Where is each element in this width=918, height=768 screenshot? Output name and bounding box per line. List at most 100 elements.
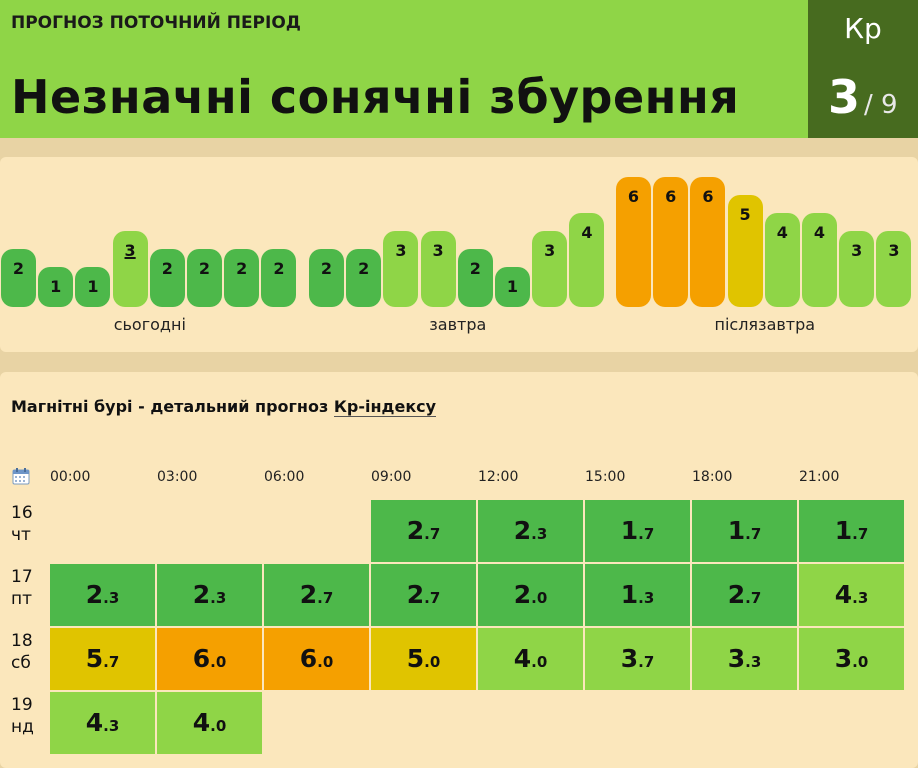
kp-bar: 2 [224,249,260,307]
kp-forecast-table: Магнітні бурі - детальний прогноз Кр-інд… [0,372,918,768]
row-day: 17 [11,567,33,587]
kp-cell-fraction: .3 [852,589,869,607]
kp-cell: 3.0 [799,628,904,690]
kp-bar-value: 3 [395,241,407,260]
kp-cell-integer: 1 [727,516,746,545]
forecast-title-text: Магнітні бурі - детальний прогноз [11,397,334,416]
kp-bar-value: 1 [50,277,62,296]
kp-cell: 2.3 [157,564,262,626]
kp-cell-integer: 5 [85,644,104,673]
kp-cell: 4.3 [799,564,904,626]
kp-cell-fraction: .7 [317,589,334,607]
page-title: Незначні сонячні збурення [11,70,740,124]
kp-bars-panel: 2 1 1 3 2 2 2 2 сьогодні 2 2 3 3 2 1 3 4 завтра 6 6 6 5 4 4 3 3 пі… [0,157,918,352]
kp-bar-value: 4 [776,223,788,242]
kp-bar: 2 [149,249,185,307]
forecast-header: ПРОГНОЗ ПОТОЧНИЙ ПЕРІОД Незначні сонячні… [0,0,808,138]
time-header: 06:00 [264,469,305,485]
kp-cell-integer: 2 [513,516,532,545]
kp-cell-fraction: .3 [638,589,655,607]
kp-bar-value: 5 [739,205,751,224]
kp-cell-fraction: .3 [103,589,120,607]
kp-cell-fraction: .0 [531,589,548,607]
kp-cell-integer: 3 [834,644,853,673]
kp-bar: 2 [1,249,36,307]
kp-bar: 3 [839,231,875,307]
kp-cell-integer: 4 [85,708,104,737]
kp-bar: 5 [727,195,763,307]
kp-cell-integer: 4 [513,644,532,673]
time-header: 12:00 [478,469,519,485]
kp-cell-integer: 2 [727,580,746,609]
kp-cell: 4.0 [157,692,262,754]
time-header: 03:00 [157,469,198,485]
time-header: 21:00 [799,469,840,485]
kp-bar: 6 [690,177,726,307]
kp-cell: 6.0 [264,628,369,690]
kp-cell-integer: 2 [299,580,318,609]
kp-cell: 5.7 [50,628,155,690]
kp-bar: 2 [187,249,222,307]
kp-bar-value: 2 [161,259,173,278]
kp-cell-fraction: .7 [638,653,655,671]
kp-cell: 4.3 [50,692,155,754]
row-weekday: нд [11,717,34,737]
forecast-title: Магнітні бурі - детальний прогноз Кр-інд… [11,397,437,417]
kp-bar: 4 [764,213,800,307]
kp-bar-value: 2 [320,259,333,278]
kp-cell-integer: 1 [620,580,639,609]
kp-cell: 2.0 [478,564,583,626]
kp-bar: 2 [457,249,493,307]
row-weekday: пт [11,589,33,609]
kp-cell-fraction: .7 [745,525,762,543]
kp-bar-value: 1 [87,277,99,296]
kp-bar: 6 [653,177,689,307]
kp-cell: 1.7 [799,500,904,562]
kp-cell-fraction: .3 [531,525,548,543]
kp-cell-integer: 1 [620,516,639,545]
kp-bar: 4 [802,213,837,307]
kp-cell-integer: 2 [85,580,104,609]
kp-cell: 2.7 [371,564,476,626]
day-label: післязавтра [714,315,816,334]
kp-cell-fraction: .0 [210,717,227,735]
kp-bar: 3 [532,231,568,307]
kp-bar: 1 [495,267,530,307]
kp-cell-integer: 1 [834,516,853,545]
kp-bar: 3 [112,231,148,307]
row-day: 18 [11,631,33,651]
kp-bar-value: 2 [273,259,285,278]
kp-cell-fraction: .7 [424,525,441,543]
kp-bar: 2 [309,249,344,307]
row-date-label: 18 сб [11,630,33,674]
kp-cell-integer: 4 [192,708,211,737]
row-date-label: 16 чт [11,502,33,546]
kp-value: 3 [828,70,861,124]
kp-cell: 2.7 [692,564,797,626]
kp-cell: 2.3 [478,500,583,562]
kp-cell-integer: 2 [406,516,425,545]
kp-bar-value: 3 [851,241,863,260]
row-day: 16 [11,503,33,523]
kp-bar-value: 6 [665,187,677,206]
time-header: 00:00 [50,469,91,485]
kp-cell: 1.7 [692,500,797,562]
kp-cell: 1.3 [585,564,690,626]
kp-cell-integer: 4 [834,580,853,609]
time-header: 09:00 [371,469,412,485]
kp-bar-value: 3 [544,241,556,260]
kp-cell: 5.0 [371,628,476,690]
kp-cell: 3.7 [585,628,690,690]
kp-bar-value: 1 [506,277,519,296]
kp-label: Кр [844,12,882,45]
row-weekday: чт [11,525,31,545]
kp-bar: 3 [383,231,419,307]
kp-bar-value: 3 [888,241,900,260]
kp-cell-fraction: .0 [852,653,869,671]
calendar-icon [12,468,30,485]
kp-bar: 3 [876,231,912,307]
kp-bar-value: 2 [236,259,248,278]
kp-index-link[interactable]: Кр-індексу [333,397,437,417]
kp-bar-value: 6 [627,187,640,206]
kp-cell-integer: 6 [299,644,318,673]
